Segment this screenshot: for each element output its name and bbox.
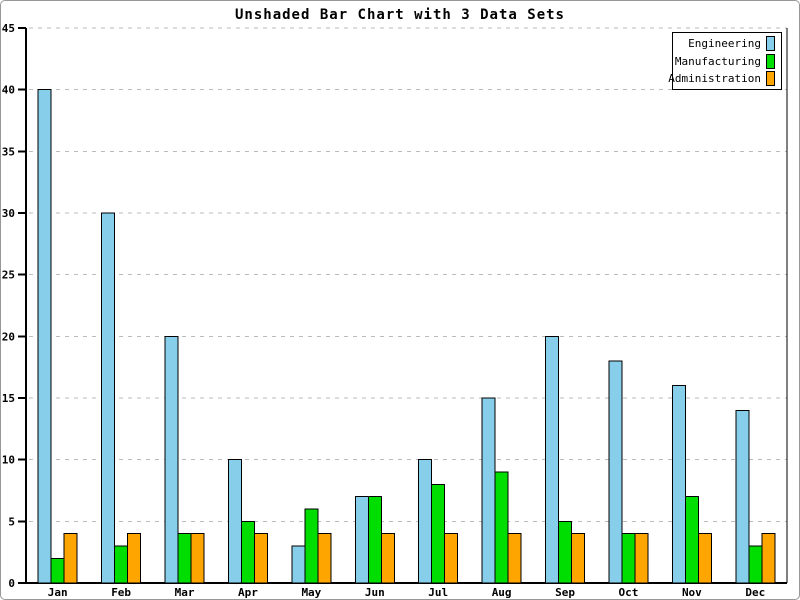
bar-manufacturing-aug xyxy=(494,471,509,584)
bar-engineering-may xyxy=(291,545,306,584)
chart-title: Unshaded Bar Chart with 3 Data Sets xyxy=(234,7,565,23)
x-label-jul: Jul xyxy=(428,586,448,599)
bar-administration-oct xyxy=(634,533,649,584)
x-label-dec: Dec xyxy=(745,586,765,599)
legend-item-administration: Administration xyxy=(668,70,775,87)
x-label-nov: Nov xyxy=(682,586,702,599)
bar-manufacturing-may xyxy=(304,508,319,584)
bar-engineering-oct xyxy=(608,360,623,584)
bar-manufacturing-dec xyxy=(748,545,763,584)
x-label-sep: Sep xyxy=(555,586,575,599)
bar-engineering-jan xyxy=(37,89,52,584)
x-label-feb: Feb xyxy=(111,586,131,599)
bar-administration-feb xyxy=(127,533,142,584)
legend-label-manufacturing: Manufacturing xyxy=(674,54,761,68)
bar-engineering-mar xyxy=(164,335,179,584)
x-label-may: May xyxy=(301,586,321,599)
y-tick-label-35: 35 xyxy=(2,145,15,158)
bar-administration-nov xyxy=(697,533,712,584)
x-label-apr: Apr xyxy=(238,586,258,599)
bar-engineering-aug xyxy=(481,397,496,584)
legend-swatch-manufacturing xyxy=(766,53,775,69)
bar-administration-apr xyxy=(254,533,268,584)
legend-swatch-engineering xyxy=(766,36,775,52)
bar-administration-jul xyxy=(444,533,459,584)
y-tick-label-15: 15 xyxy=(2,392,15,405)
bar-administration-aug xyxy=(507,533,522,584)
y-tick-label-0: 0 xyxy=(8,577,15,590)
legend-item-manufacturing: Manufacturing xyxy=(674,53,775,70)
y-tick-label-40: 40 xyxy=(2,84,15,97)
legend-item-engineering: Engineering xyxy=(677,35,775,52)
x-label-jun: Jun xyxy=(365,586,385,599)
bar-manufacturing-apr xyxy=(241,520,255,584)
x-label-aug: Aug xyxy=(492,586,512,599)
bar-manufacturing-sep xyxy=(558,520,572,584)
bar-engineering-jul xyxy=(418,459,433,584)
legend-label-administration: Administration xyxy=(668,71,761,85)
bar-manufacturing-oct xyxy=(621,533,636,584)
y-tick-label-45: 45 xyxy=(2,22,15,35)
y-tick-label-25: 25 xyxy=(2,269,15,282)
bar-engineering-jun xyxy=(354,496,369,584)
bar-administration-jan xyxy=(63,533,78,584)
x-label-jan: Jan xyxy=(48,586,68,599)
legend-swatch-administration xyxy=(766,70,775,86)
legend-label-engineering: Engineering xyxy=(688,37,761,51)
y-tick-label-5: 5 xyxy=(8,515,15,528)
bar-administration-dec xyxy=(761,533,776,584)
bar-administration-may xyxy=(317,533,332,584)
bar-manufacturing-nov xyxy=(684,496,699,584)
y-tick-label-20: 20 xyxy=(2,330,15,343)
y-tick-label-10: 10 xyxy=(2,454,15,467)
bar-administration-mar xyxy=(190,533,205,584)
bar-manufacturing-mar xyxy=(177,533,192,584)
bar-engineering-feb xyxy=(101,212,116,584)
x-label-mar: Mar xyxy=(175,586,195,599)
bar-manufacturing-jul xyxy=(431,483,446,584)
bar-administration-jun xyxy=(380,533,395,584)
bar-engineering-apr xyxy=(228,459,242,584)
legend: Engineering Manufacturing Administration xyxy=(668,32,782,90)
bar-engineering-dec xyxy=(735,409,750,584)
bar-manufacturing-jan xyxy=(50,557,65,584)
bar-engineering-sep xyxy=(545,335,559,584)
y-tick-label-30: 30 xyxy=(2,207,15,220)
x-label-oct: Oct xyxy=(619,586,639,599)
bar-administration-sep xyxy=(571,533,585,584)
bar-manufacturing-feb xyxy=(114,545,129,584)
bar-engineering-nov xyxy=(671,385,686,584)
bar-manufacturing-jun xyxy=(367,496,382,584)
